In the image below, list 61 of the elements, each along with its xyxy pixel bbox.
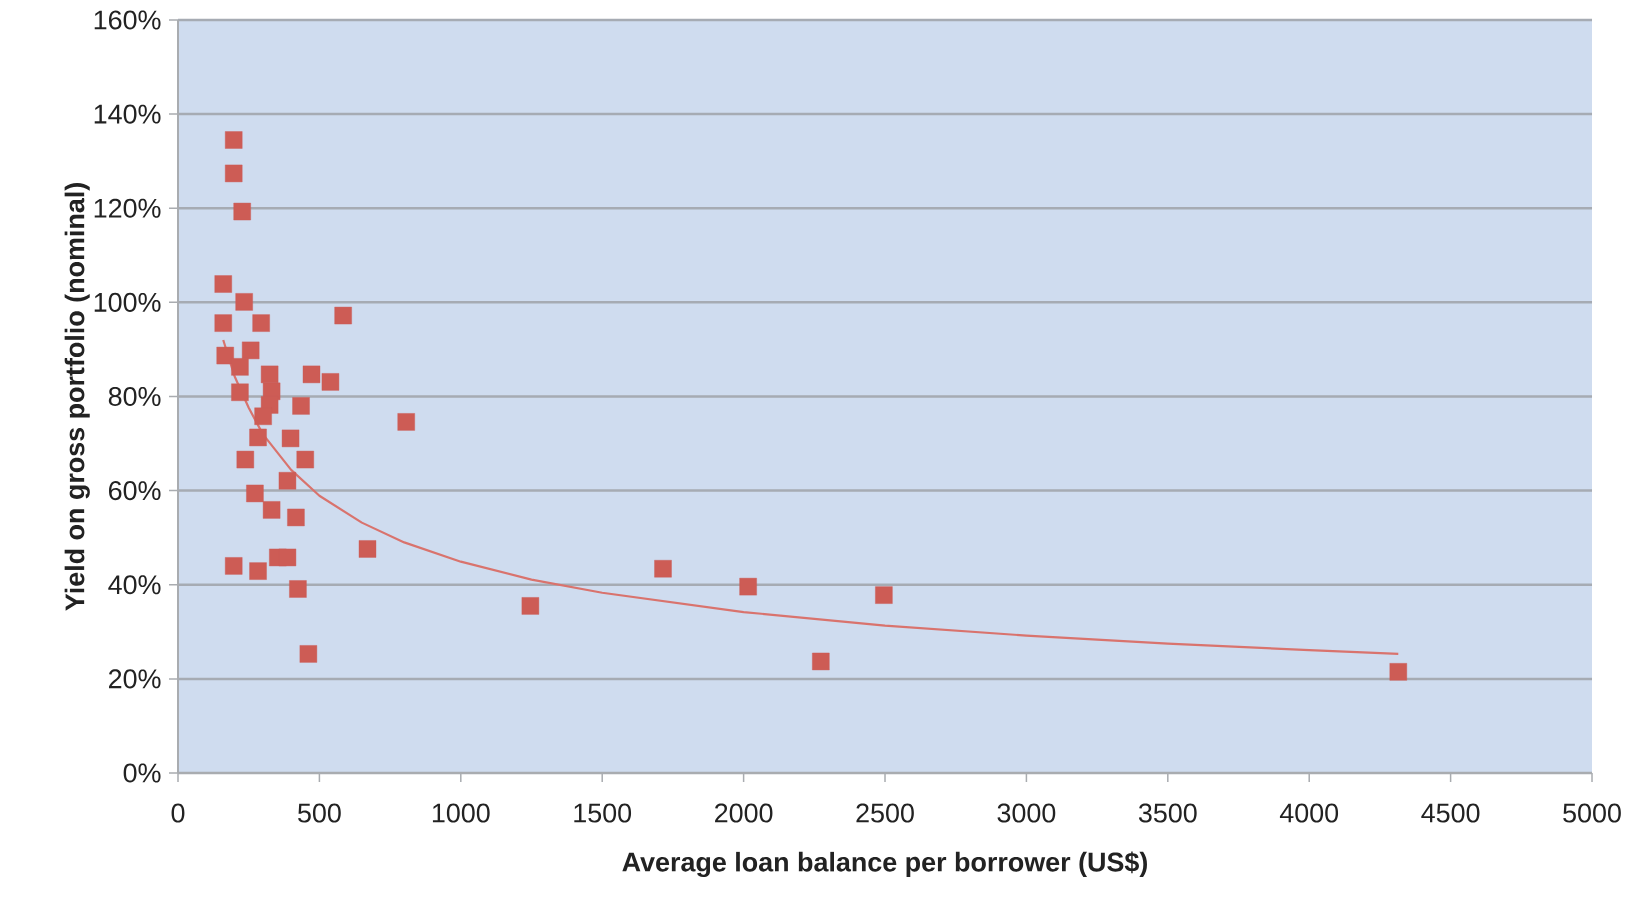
- point: [1389, 663, 1407, 681]
- x-tick-label: 4500: [1421, 803, 1480, 823]
- x-tick-label: 5000: [1563, 803, 1621, 823]
- point: [299, 645, 318, 663]
- point: [262, 501, 281, 519]
- point: [236, 450, 255, 469]
- y-axis-title: Yield on gross portfolio (nominal): [64, 183, 90, 611]
- y-tick-label: 140%: [94, 104, 161, 124]
- x-tick-label: 0: [171, 803, 185, 823]
- point: [812, 652, 830, 671]
- x-tick-label: 3000: [997, 803, 1056, 823]
- point: [521, 597, 540, 615]
- point: [302, 365, 321, 384]
- point: [252, 314, 270, 332]
- point: [281, 429, 300, 448]
- point: [278, 548, 297, 567]
- point: [254, 407, 272, 425]
- point: [296, 450, 314, 469]
- x-tick-label: 1000: [432, 803, 490, 823]
- point: [225, 164, 243, 183]
- y-tick-label: 0%: [123, 763, 161, 783]
- point: [225, 557, 243, 575]
- point: [289, 580, 307, 598]
- y-tick-label: 100%: [94, 292, 161, 312]
- point: [739, 577, 757, 596]
- y-tick-label: 60%: [109, 481, 161, 501]
- line-series: [222, 338, 1400, 656]
- point: [246, 484, 264, 503]
- point: [225, 131, 243, 149]
- y-tick-label: 40%: [108, 575, 161, 595]
- point: [249, 428, 267, 447]
- x-tick-label: 2500: [856, 803, 914, 823]
- point: [287, 508, 305, 527]
- point: [292, 397, 310, 415]
- x-axis-title: Average loan balance per borrower (US$): [622, 851, 1147, 878]
- point: [654, 560, 672, 578]
- point: [216, 346, 234, 365]
- y-tick-label: 80%: [108, 386, 161, 407]
- point: [321, 373, 340, 391]
- point: [214, 314, 232, 332]
- point: [334, 306, 352, 325]
- point: [249, 562, 267, 580]
- point: [235, 293, 253, 311]
- y-tick-label: 20%: [109, 669, 161, 689]
- x-tick-label: 500: [298, 803, 341, 823]
- point: [278, 472, 297, 490]
- point: [875, 586, 893, 604]
- x-tick-label: 3500: [1138, 803, 1197, 823]
- point: [214, 275, 232, 293]
- point: [231, 383, 249, 401]
- point: [397, 413, 415, 431]
- point: [358, 540, 377, 558]
- y-tick-label: 120%: [94, 198, 161, 218]
- point: [260, 365, 279, 384]
- y-tick-label: 160%: [94, 10, 161, 30]
- x-tick-label: 2000: [715, 803, 773, 823]
- point: [233, 202, 251, 221]
- x-tick-label: 4000: [1279, 803, 1339, 823]
- point: [231, 358, 249, 376]
- point: [241, 341, 260, 360]
- x-tick-label: 1500: [574, 803, 632, 823]
